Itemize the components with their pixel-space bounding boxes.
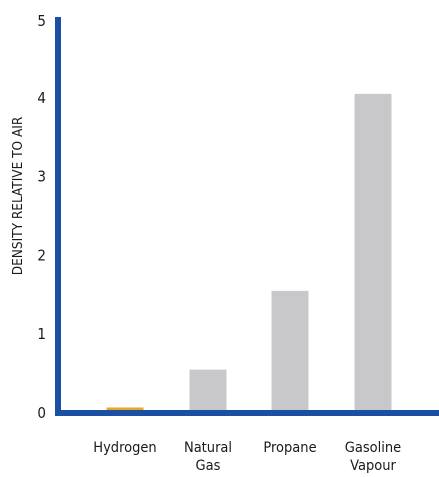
y-tick-labels: 0 1 2 3 4 5 — [37, 12, 46, 422]
category-label: Propane — [263, 440, 316, 456]
category-label: Gasoline Vapour — [345, 440, 401, 474]
bar — [271, 290, 309, 413]
y-axis-title: DENSITY RELATIVE TO AIR — [10, 116, 26, 275]
bar — [354, 93, 392, 414]
category-labels: Hydrogen Natural Gas Propane Gasoline Vapour — [93, 440, 401, 474]
y-tick-label: 3 — [37, 168, 46, 186]
axes — [55, 17, 439, 416]
bar — [189, 369, 227, 413]
category-label: Hydrogen — [93, 440, 156, 456]
category-label-line: Gasoline — [345, 440, 401, 456]
y-tick-label: 5 — [37, 12, 46, 30]
category-label: Natural Gas — [184, 440, 232, 474]
y-axis-line — [55, 17, 61, 416]
y-tick-label: 0 — [37, 404, 46, 422]
y-axis-title-group: DENSITY RELATIVE TO AIR — [10, 116, 26, 275]
y-tick-label: 2 — [37, 246, 46, 264]
bars — [106, 93, 392, 414]
y-tick-label: 1 — [37, 325, 46, 343]
x-axis-line — [55, 410, 439, 416]
category-label-line: Vapour — [350, 458, 396, 474]
category-label-line: Hydrogen — [93, 440, 156, 456]
category-label-line: Gas — [196, 458, 221, 474]
category-label-line: Natural — [184, 440, 232, 456]
y-tick-label: 4 — [37, 89, 46, 107]
category-label-line: Propane — [263, 440, 316, 456]
